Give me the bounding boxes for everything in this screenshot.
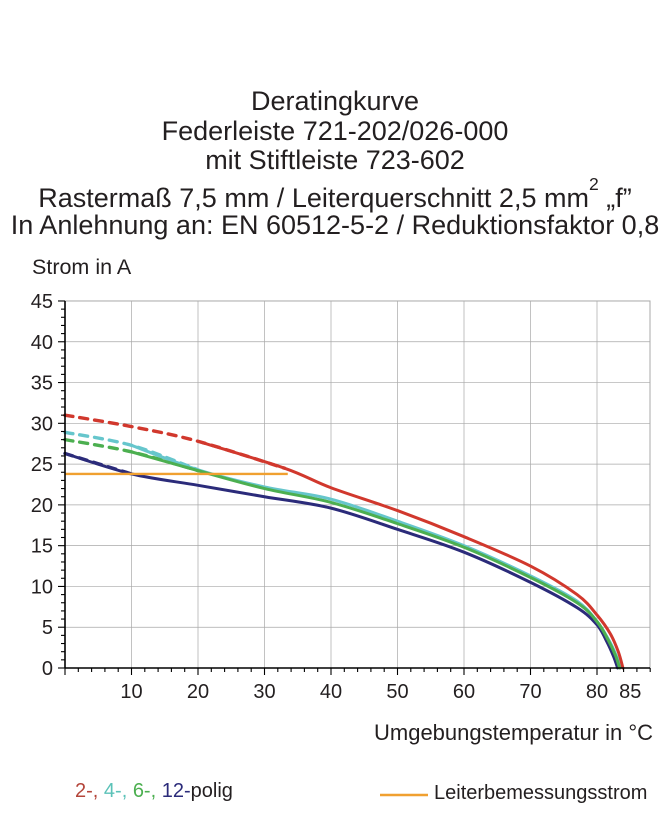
svg-text:20: 20 (187, 681, 209, 703)
svg-text:85: 85 (619, 681, 641, 703)
svg-text:20: 20 (31, 495, 53, 517)
svg-text:30: 30 (253, 681, 275, 703)
svg-text:10: 10 (31, 576, 53, 598)
svg-text:30: 30 (31, 413, 53, 435)
svg-text:40: 40 (31, 332, 53, 354)
svg-text:25: 25 (31, 454, 53, 476)
svg-text:60: 60 (453, 681, 475, 703)
svg-text:15: 15 (31, 536, 53, 558)
svg-text:45: 45 (31, 291, 53, 313)
svg-text:40: 40 (320, 681, 342, 703)
svg-text:0: 0 (42, 658, 53, 680)
svg-text:80: 80 (586, 681, 608, 703)
svg-text:10: 10 (120, 681, 142, 703)
svg-text:35: 35 (31, 373, 53, 395)
svg-text:5: 5 (42, 617, 53, 639)
svg-text:70: 70 (519, 681, 541, 703)
svg-text:50: 50 (386, 681, 408, 703)
